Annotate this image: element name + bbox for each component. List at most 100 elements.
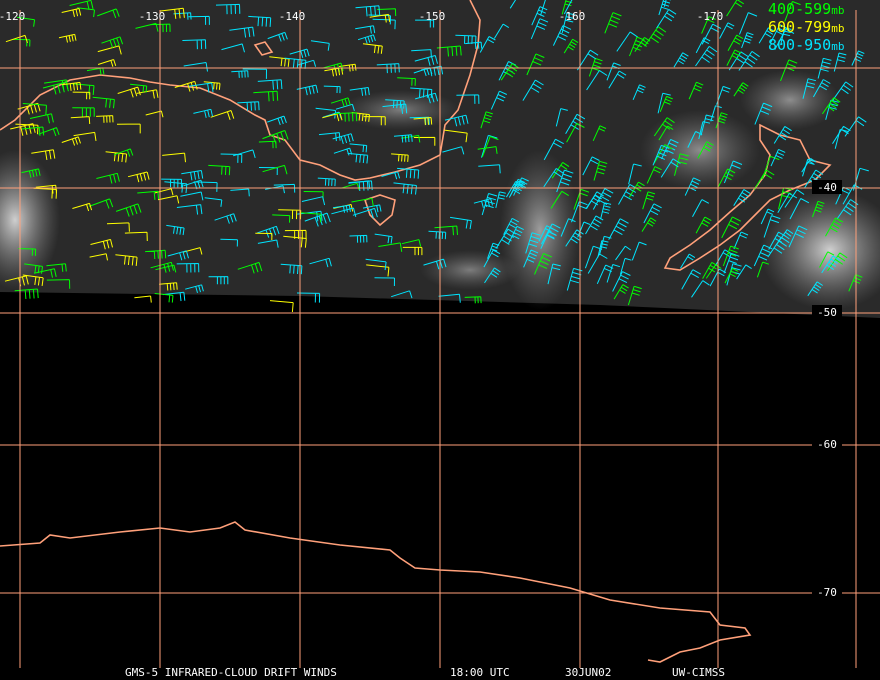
wind-barb	[97, 8, 120, 19]
wind-barb	[38, 127, 60, 137]
wind-barb	[423, 258, 447, 270]
wind-barb	[481, 193, 498, 216]
wind-barb	[339, 63, 357, 72]
wind-barb	[456, 94, 480, 104]
wind-barb	[807, 281, 823, 297]
wind-barb	[642, 191, 656, 210]
wind-barb	[495, 191, 506, 209]
wind-barb	[604, 12, 622, 34]
wind-barb	[776, 229, 794, 245]
wind-barb	[788, 225, 808, 248]
wind-barb	[723, 160, 743, 184]
wind-barb	[852, 167, 869, 191]
wind-barb	[73, 131, 97, 141]
wind-barb	[836, 199, 859, 219]
lon-label: -120	[0, 10, 25, 23]
wind-barb	[736, 264, 752, 280]
wind-barb	[349, 234, 368, 243]
wind-barb	[208, 164, 231, 176]
wind-barb	[237, 101, 260, 111]
lat-lon-grid	[0, 10, 880, 668]
wind-barb	[230, 188, 250, 197]
wind-barb	[72, 202, 93, 212]
wind-barb	[262, 164, 288, 175]
wind-barb	[695, 216, 712, 234]
wind-barb	[480, 111, 493, 129]
legend-entry: 800-950mb	[768, 36, 844, 54]
wind-barb	[714, 249, 732, 267]
wind-barb	[566, 122, 585, 143]
wind-barb	[208, 276, 229, 285]
wind-barb	[97, 45, 122, 55]
wind-barb	[272, 214, 291, 223]
wind-barb	[722, 245, 739, 267]
wind-barb	[46, 263, 67, 272]
wind-barb	[550, 190, 569, 209]
wind-barb	[758, 27, 775, 44]
wind-barb	[697, 141, 714, 159]
wind-barb	[563, 0, 573, 15]
wind-barb	[4, 275, 29, 287]
wind-barb	[534, 253, 552, 275]
wind-barb	[774, 28, 795, 50]
wind-barb	[618, 183, 639, 205]
wind-barb	[812, 79, 831, 98]
wind-barb	[401, 239, 422, 247]
wind-barb	[330, 97, 351, 107]
wind-barb	[592, 125, 607, 142]
wind-barb	[680, 253, 696, 269]
wind-barb	[723, 252, 740, 274]
wind-barb	[778, 187, 793, 210]
wind-barb	[349, 87, 370, 96]
wind-barb	[377, 8, 397, 17]
wind-barb	[193, 181, 218, 192]
wind-barb	[72, 107, 95, 117]
wind-barb	[561, 0, 573, 15]
wind-barb	[523, 249, 539, 268]
wind-barb	[29, 113, 54, 124]
wind-barb	[210, 110, 235, 120]
wind-barb	[444, 114, 469, 127]
wind-barb	[258, 140, 277, 149]
wind-barb	[280, 263, 303, 275]
wind-barb	[397, 77, 416, 86]
wind-barb	[70, 116, 91, 125]
wind-barb	[695, 45, 718, 67]
wind-barb	[812, 200, 825, 218]
wind-barb	[631, 241, 647, 261]
wind-barb	[117, 86, 141, 98]
wind-barb	[415, 92, 439, 104]
wind-barb	[634, 36, 651, 52]
wind-barb	[310, 40, 330, 51]
wind-barb	[324, 67, 344, 77]
wind-barb	[833, 52, 847, 72]
wind-barb	[600, 202, 612, 220]
wind-barb	[770, 148, 786, 167]
wind-barb	[560, 218, 576, 237]
wind-barb	[96, 115, 114, 123]
wind-barb	[180, 191, 204, 201]
wind-barb	[278, 209, 302, 220]
wind-barb	[483, 249, 501, 268]
wind-barb	[674, 153, 690, 176]
wind-barb	[588, 57, 603, 77]
wind-barb	[363, 116, 386, 126]
wind-barb	[323, 85, 341, 94]
wind-barb	[77, 7, 95, 18]
wind-barb	[540, 0, 546, 16]
wind-barb	[526, 53, 545, 76]
wind-barb	[660, 158, 681, 178]
grid-labels: -120 -130 -140 -150 -160 -170 -40 -50 -60 -70	[0, 10, 842, 599]
wind-barb	[803, 169, 824, 189]
wind-barb	[21, 126, 45, 136]
wind-barb	[658, 0, 671, 16]
wind-barb	[663, 0, 667, 7]
wind-barb	[372, 18, 396, 30]
wind-barb	[616, 31, 639, 52]
wind-barb	[397, 167, 420, 179]
wind-barb	[481, 134, 498, 158]
wind-barb	[490, 90, 508, 110]
wind-barb	[90, 239, 113, 250]
wind-barb	[203, 81, 221, 90]
wind-barb	[33, 268, 57, 278]
